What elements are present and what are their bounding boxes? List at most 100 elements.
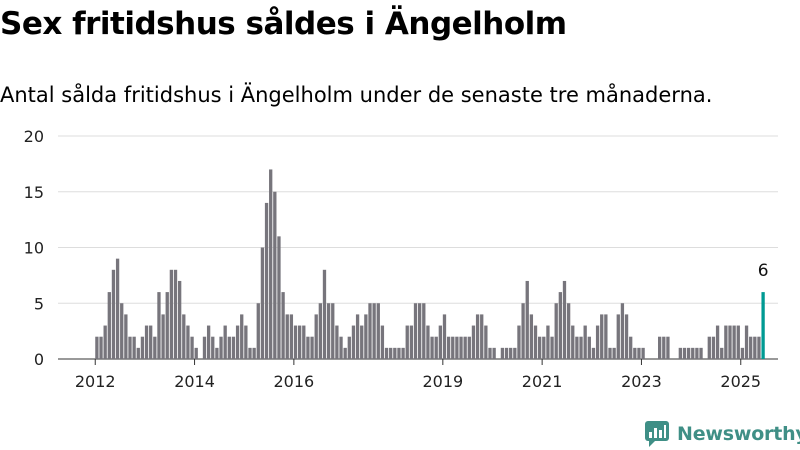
x-tick-label: 2025 bbox=[720, 372, 761, 391]
bar bbox=[331, 303, 335, 359]
bar bbox=[144, 325, 149, 359]
bar bbox=[744, 325, 749, 359]
bar bbox=[128, 336, 132, 359]
bar-value-label: 6 bbox=[758, 261, 769, 281]
bar bbox=[641, 347, 645, 359]
bar bbox=[711, 336, 716, 359]
bar bbox=[405, 325, 409, 359]
bar bbox=[360, 325, 364, 359]
bar bbox=[446, 336, 451, 359]
bar bbox=[273, 191, 277, 359]
bar bbox=[583, 325, 587, 359]
bar bbox=[335, 325, 339, 359]
bar bbox=[322, 269, 327, 359]
bar bbox=[95, 336, 99, 359]
y-tick-label: 0 bbox=[34, 350, 44, 369]
bar bbox=[140, 336, 145, 359]
bar bbox=[475, 314, 480, 359]
bar bbox=[285, 314, 289, 359]
bar bbox=[451, 336, 455, 359]
bar bbox=[575, 336, 579, 359]
bar bbox=[422, 303, 426, 359]
bar bbox=[376, 303, 380, 359]
bar bbox=[215, 347, 219, 359]
bar bbox=[513, 347, 517, 359]
bar bbox=[612, 347, 616, 359]
bar bbox=[724, 325, 728, 359]
bar bbox=[753, 336, 757, 359]
bar bbox=[471, 325, 476, 359]
bar bbox=[426, 325, 430, 359]
x-tick-label: 2016 bbox=[274, 372, 315, 391]
bar bbox=[223, 325, 227, 359]
bar bbox=[624, 314, 629, 359]
bar bbox=[682, 347, 687, 359]
bar bbox=[509, 347, 513, 359]
bar bbox=[202, 336, 207, 359]
bar-chart: 0 5 10 15 20 6 2012 2014 2016 2019 2021 2023 2025 bbox=[24, 127, 778, 391]
bar bbox=[438, 325, 442, 359]
bar bbox=[521, 303, 525, 359]
x-tick-label: 2023 bbox=[621, 372, 662, 391]
bar bbox=[153, 336, 157, 359]
bar bbox=[571, 325, 575, 359]
bar bbox=[372, 303, 376, 359]
newsworthy-logo: Newsworthy bbox=[645, 421, 800, 447]
bar bbox=[194, 347, 198, 359]
bar bbox=[608, 347, 612, 359]
bar bbox=[99, 336, 103, 359]
bar bbox=[434, 336, 438, 359]
bar bbox=[546, 325, 550, 359]
bar bbox=[318, 303, 322, 359]
bar bbox=[579, 336, 583, 359]
bar bbox=[637, 347, 641, 359]
bar bbox=[691, 347, 695, 359]
bar bbox=[161, 314, 165, 359]
bar bbox=[302, 325, 306, 359]
bar bbox=[165, 292, 169, 359]
bar bbox=[380, 325, 385, 359]
y-tick-label: 20 bbox=[24, 127, 44, 146]
bar bbox=[364, 314, 368, 359]
bar bbox=[264, 202, 269, 359]
bar bbox=[136, 347, 140, 359]
bar bbox=[206, 325, 211, 359]
bar bbox=[463, 336, 467, 359]
bar bbox=[595, 325, 600, 359]
bar bbox=[314, 314, 318, 359]
bar bbox=[281, 292, 285, 359]
bar bbox=[633, 347, 637, 359]
bar bbox=[190, 336, 194, 359]
bar bbox=[484, 325, 488, 359]
bar bbox=[542, 336, 546, 359]
bar bbox=[182, 314, 186, 359]
x-tick-label: 2014 bbox=[174, 372, 215, 391]
bar bbox=[488, 347, 492, 359]
bar bbox=[384, 347, 389, 359]
bar bbox=[347, 336, 351, 359]
page-title: Sex fritidshus såldes i Ängelholm bbox=[0, 6, 567, 42]
bar bbox=[310, 336, 314, 359]
bar bbox=[740, 347, 745, 359]
bar bbox=[707, 336, 711, 359]
bar bbox=[699, 347, 703, 359]
bar bbox=[339, 336, 343, 359]
bar bbox=[389, 347, 393, 359]
bar bbox=[248, 347, 252, 359]
bar bbox=[343, 347, 347, 359]
bar bbox=[554, 303, 558, 359]
bar bbox=[566, 303, 571, 359]
y-tick-label: 10 bbox=[24, 239, 44, 258]
bar bbox=[409, 325, 414, 359]
bar bbox=[658, 336, 662, 359]
bar bbox=[306, 336, 310, 359]
bar bbox=[418, 303, 422, 359]
bar bbox=[293, 325, 298, 359]
bar bbox=[500, 347, 505, 359]
bar bbox=[393, 347, 397, 359]
bar bbox=[715, 325, 720, 359]
page-subtitle: Antal sålda fritidshus i Ängelholm under… bbox=[0, 83, 713, 107]
bar bbox=[115, 258, 120, 359]
bar bbox=[732, 325, 736, 359]
x-tick-label: 2021 bbox=[522, 372, 563, 391]
